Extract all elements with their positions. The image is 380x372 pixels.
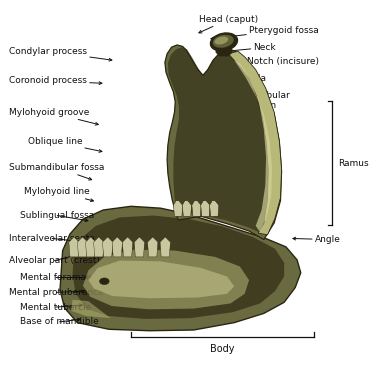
Text: Mylohyoid groove: Mylohyoid groove bbox=[9, 108, 98, 125]
Polygon shape bbox=[160, 237, 171, 257]
Text: Mandibular
foramen: Mandibular foramen bbox=[213, 91, 290, 110]
Polygon shape bbox=[165, 45, 282, 240]
Text: Interalveolar septa: Interalveolar septa bbox=[9, 234, 95, 243]
Text: Body: Body bbox=[210, 344, 234, 354]
Text: Head (caput): Head (caput) bbox=[199, 15, 258, 33]
Polygon shape bbox=[71, 300, 111, 318]
Text: Submandibular fossa: Submandibular fossa bbox=[9, 163, 104, 180]
Polygon shape bbox=[83, 250, 249, 310]
Polygon shape bbox=[89, 260, 234, 298]
Text: Mylohyoid line: Mylohyoid line bbox=[24, 187, 93, 202]
Ellipse shape bbox=[210, 33, 238, 51]
Text: Lingula: Lingula bbox=[210, 74, 266, 89]
Text: Coronoid process: Coronoid process bbox=[9, 76, 102, 85]
Polygon shape bbox=[228, 51, 282, 235]
Polygon shape bbox=[103, 237, 113, 257]
Polygon shape bbox=[134, 237, 144, 257]
Polygon shape bbox=[201, 201, 210, 216]
Text: Mental protuberance: Mental protuberance bbox=[9, 288, 104, 297]
Text: Mental tubercle: Mental tubercle bbox=[20, 302, 92, 312]
Text: Condylar process: Condylar process bbox=[9, 47, 112, 61]
Text: Oblique line: Oblique line bbox=[27, 137, 102, 152]
Text: Base of mandible: Base of mandible bbox=[20, 317, 99, 326]
Text: Mental foraman: Mental foraman bbox=[20, 273, 92, 282]
Polygon shape bbox=[192, 201, 201, 216]
Text: Ramus: Ramus bbox=[338, 158, 368, 168]
Ellipse shape bbox=[100, 278, 109, 285]
Polygon shape bbox=[209, 201, 219, 216]
Polygon shape bbox=[234, 61, 272, 232]
Text: Alveolar part (crest): Alveolar part (crest) bbox=[9, 254, 100, 265]
Polygon shape bbox=[112, 237, 122, 257]
Text: Sublingual fossa: Sublingual fossa bbox=[20, 211, 94, 222]
Text: Pterygoid fossa: Pterygoid fossa bbox=[211, 26, 319, 40]
Polygon shape bbox=[122, 237, 133, 257]
Polygon shape bbox=[73, 215, 284, 319]
Text: Angle: Angle bbox=[293, 235, 341, 244]
Polygon shape bbox=[86, 237, 96, 257]
Ellipse shape bbox=[215, 36, 228, 45]
Text: Neck: Neck bbox=[218, 43, 276, 53]
Text: Notch (incisure): Notch (incisure) bbox=[215, 57, 319, 67]
Polygon shape bbox=[78, 237, 88, 257]
Polygon shape bbox=[93, 237, 104, 257]
Polygon shape bbox=[216, 43, 232, 56]
Polygon shape bbox=[173, 201, 183, 216]
Polygon shape bbox=[60, 206, 301, 331]
Ellipse shape bbox=[213, 35, 234, 48]
Polygon shape bbox=[69, 237, 79, 257]
Polygon shape bbox=[168, 47, 271, 234]
Polygon shape bbox=[147, 237, 158, 257]
Polygon shape bbox=[182, 201, 192, 216]
